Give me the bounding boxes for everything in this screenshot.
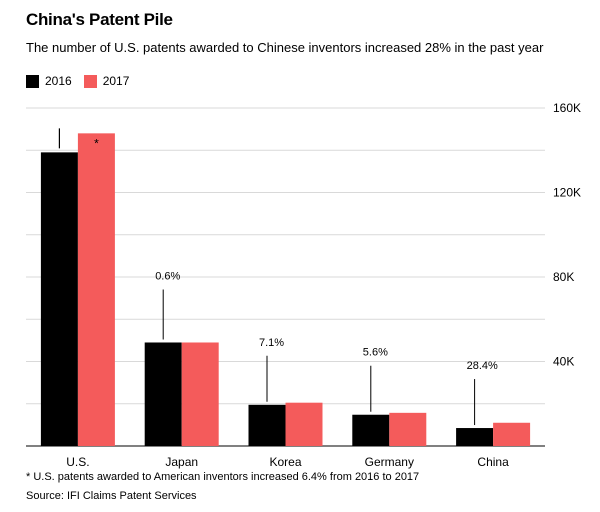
x-tick-label-Japan: Japan: [165, 455, 198, 469]
bar-2017-Germany: [389, 412, 427, 446]
legend-label-2017: 2017: [102, 74, 130, 88]
bar-2016-U.S.: [40, 152, 78, 447]
x-tick-label-Germany: Germany: [365, 455, 414, 469]
annotation-label-Korea: 7.1%: [259, 337, 284, 349]
y-tick-label-160K: 160K: [553, 101, 581, 115]
bar-2017-Korea: [285, 402, 323, 446]
x-tick-label-Korea: Korea: [269, 455, 301, 469]
x-tick-label-U.S.: U.S.: [66, 455, 89, 469]
annotation-label-China: 28.4%: [467, 360, 498, 372]
legend-swatch-2016: [26, 74, 39, 88]
bar-2017-U.S.: [77, 133, 115, 446]
bar-chart: 40K 80K 120K 160K U.S. * Japan 0.6% Korea 7.1% Ger…: [26, 101, 581, 469]
chart-title: China's Patent Pile: [26, 10, 173, 29]
x-tick-label-China: China: [477, 455, 509, 469]
annotation-label-Japan: 0.6%: [155, 270, 180, 282]
legend-swatch-2017: [83, 74, 97, 88]
bar-2016-Germany: [352, 414, 390, 446]
legend: 2016 2017: [26, 74, 135, 88]
bar-2016-Korea: [248, 404, 286, 446]
y-tick-label-40K: 40K: [553, 355, 574, 369]
annotation-label-Germany: 5.6%: [363, 347, 388, 359]
bar-2016-Japan: [144, 342, 182, 446]
legend-entry-2016: 2016: [26, 74, 72, 88]
y-tick-label-120K: 120K: [553, 186, 581, 200]
chart-subtitle: The number of U.S. patents awarded to Ch…: [26, 40, 544, 55]
legend-label-2016: 2016: [45, 74, 72, 88]
y-tick-label-80K: 80K: [553, 270, 574, 284]
source-note: Source: IFI Claims Patent Services: [26, 490, 197, 502]
bar-2017-Japan: [181, 342, 219, 446]
bar-2016-China: [456, 428, 494, 446]
footnote: * U.S. patents awarded to American inven…: [26, 471, 420, 483]
annotation-label-U.S.: *: [94, 136, 99, 150]
legend-entry-2017: 2017: [83, 74, 130, 88]
bar-2017-China: [493, 422, 531, 446]
